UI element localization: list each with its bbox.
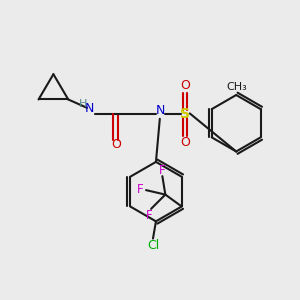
Text: O: O [180,136,190,149]
Text: H: H [79,99,87,109]
Text: F: F [159,164,166,177]
Text: S: S [180,107,190,121]
Text: O: O [111,138,121,152]
Text: N: N [84,102,94,115]
Text: O: O [180,79,190,92]
Text: F: F [146,209,153,222]
Text: Cl: Cl [147,238,159,252]
Text: F: F [137,183,144,196]
Text: N: N [156,104,165,117]
Text: CH₃: CH₃ [226,82,247,92]
